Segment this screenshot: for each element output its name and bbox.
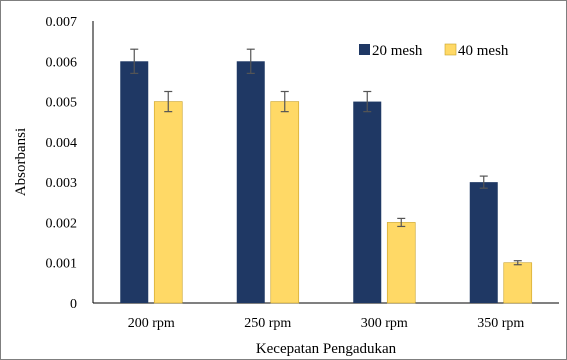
x-tick-label: 350 rpm — [477, 316, 524, 331]
bar-40-mesh-350-rpm — [503, 262, 533, 304]
bar-20-mesh-350-rpm — [469, 182, 498, 303]
legend-swatch — [444, 43, 457, 56]
y-tick-labels: 0 0.001 0.002 0.003 0.004 0.005 0.006 0.007 — [46, 15, 78, 312]
bar-40-mesh-250-rpm — [270, 101, 300, 304]
x-tick-label: 300 rpm — [361, 316, 408, 331]
y-axis-title: Absorbansi — [13, 128, 29, 196]
x-tick-label: 200 rpm — [128, 316, 175, 331]
bar-40-mesh-200-rpm — [153, 101, 183, 304]
bar-20-mesh-250-rpm — [236, 61, 265, 304]
y-tick-label: 0.004 — [46, 136, 78, 151]
x-tick-labels: 200 rpm 250 rpm 300 rpm 350 rpm — [128, 316, 525, 331]
y-tick-label: 0.007 — [46, 15, 78, 30]
bars — [120, 48, 533, 304]
x-axis-title: Kecepatan Pengadukan — [256, 341, 397, 357]
y-tick-label: 0.006 — [46, 55, 78, 70]
bar-40-mesh-300-rpm — [386, 222, 416, 304]
y-tick-label: 0.002 — [46, 216, 78, 231]
bar-20-mesh-300-rpm — [353, 101, 382, 303]
y-tick-label: 0 — [70, 297, 77, 312]
legend-label: 40 mesh — [458, 43, 509, 59]
y-tick-label: 0.005 — [46, 96, 78, 111]
x-tick-label: 250 rpm — [244, 316, 291, 331]
legend: 20 mesh 40 mesh — [359, 43, 509, 59]
y-tick-label: 0.001 — [46, 257, 78, 272]
y-tick-label: 0.003 — [46, 176, 78, 191]
bar-20-mesh-200-rpm — [120, 61, 149, 304]
legend-swatch — [359, 44, 370, 55]
legend-label: 20 mesh — [372, 43, 423, 59]
